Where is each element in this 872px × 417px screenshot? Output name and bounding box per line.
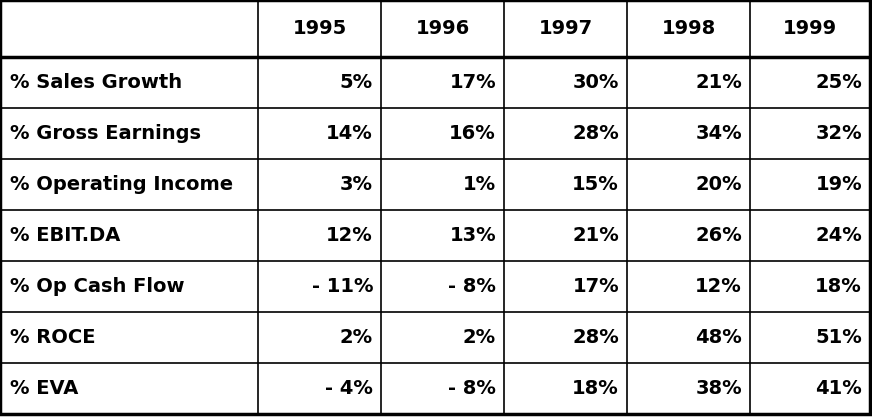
- Text: 12%: 12%: [326, 226, 373, 245]
- Text: 1996: 1996: [415, 19, 470, 38]
- Text: 21%: 21%: [695, 73, 742, 92]
- Text: % EVA: % EVA: [10, 379, 78, 398]
- Text: 41%: 41%: [815, 379, 862, 398]
- Text: 30%: 30%: [573, 73, 619, 92]
- Text: 25%: 25%: [815, 73, 862, 92]
- Text: - 8%: - 8%: [448, 277, 496, 296]
- Text: 12%: 12%: [695, 277, 742, 296]
- Text: % Gross Earnings: % Gross Earnings: [10, 124, 201, 143]
- Text: % Operating Income: % Operating Income: [10, 175, 233, 194]
- Text: 28%: 28%: [572, 124, 619, 143]
- Text: 15%: 15%: [572, 175, 619, 194]
- Text: 16%: 16%: [449, 124, 496, 143]
- Text: % ROCE: % ROCE: [10, 328, 96, 347]
- Text: 18%: 18%: [572, 379, 619, 398]
- Text: 1999: 1999: [783, 19, 837, 38]
- Text: 18%: 18%: [815, 277, 862, 296]
- Text: 1998: 1998: [661, 19, 716, 38]
- Text: 32%: 32%: [815, 124, 862, 143]
- Text: - 11%: - 11%: [311, 277, 373, 296]
- Text: 38%: 38%: [695, 379, 742, 398]
- Text: 48%: 48%: [695, 328, 742, 347]
- Text: 24%: 24%: [815, 226, 862, 245]
- Text: % EBIT.DA: % EBIT.DA: [10, 226, 120, 245]
- Text: 28%: 28%: [572, 328, 619, 347]
- Text: 19%: 19%: [815, 175, 862, 194]
- Text: - 4%: - 4%: [325, 379, 373, 398]
- Text: 17%: 17%: [572, 277, 619, 296]
- Text: 1%: 1%: [463, 175, 496, 194]
- Text: 51%: 51%: [815, 328, 862, 347]
- Text: 34%: 34%: [695, 124, 742, 143]
- Text: % Op Cash Flow: % Op Cash Flow: [10, 277, 185, 296]
- Text: 5%: 5%: [340, 73, 373, 92]
- Text: 13%: 13%: [449, 226, 496, 245]
- Text: 1997: 1997: [538, 19, 593, 38]
- Text: 20%: 20%: [696, 175, 742, 194]
- Text: 3%: 3%: [340, 175, 373, 194]
- Text: 14%: 14%: [326, 124, 373, 143]
- Text: 1995: 1995: [292, 19, 347, 38]
- Text: 17%: 17%: [449, 73, 496, 92]
- Text: 26%: 26%: [695, 226, 742, 245]
- Text: - 8%: - 8%: [448, 379, 496, 398]
- Text: 2%: 2%: [463, 328, 496, 347]
- Text: 2%: 2%: [340, 328, 373, 347]
- Text: % Sales Growth: % Sales Growth: [10, 73, 182, 92]
- Text: 21%: 21%: [572, 226, 619, 245]
